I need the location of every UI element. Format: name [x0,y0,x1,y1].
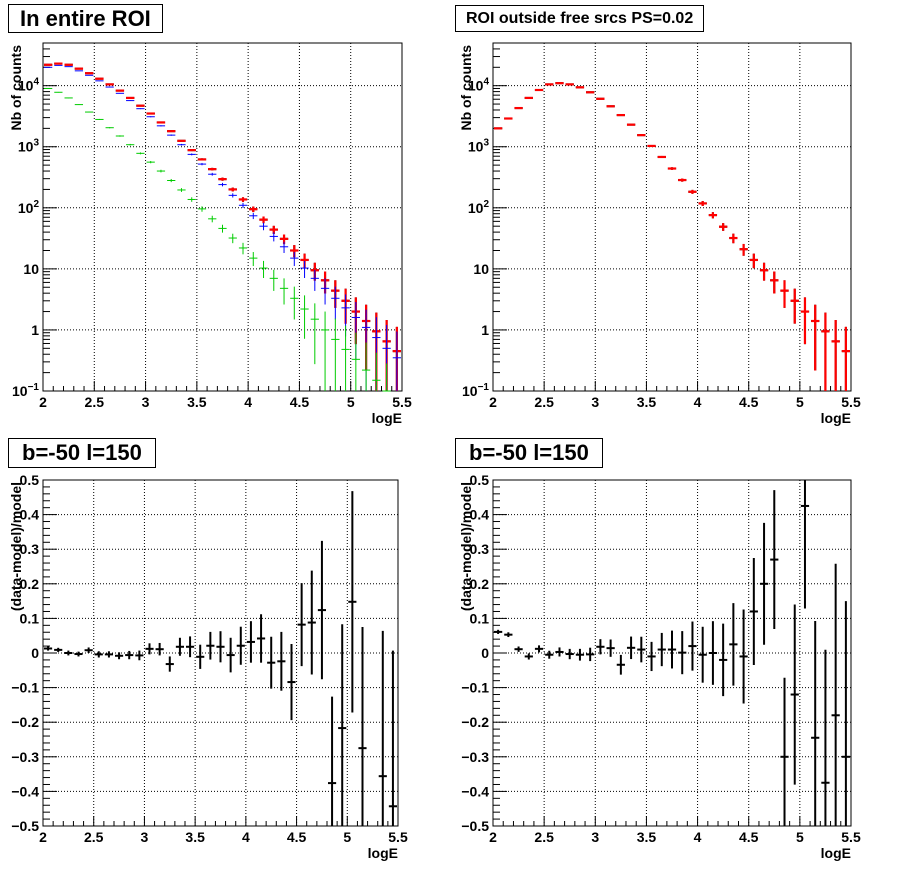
y-tick-label: −0.4 [461,783,489,799]
x-tick-label: 3 [142,394,150,410]
y-tick-label: −0.1 [11,680,39,696]
x-tick-label: 3.5 [185,829,205,845]
y-tick-label: 10−1 [12,382,39,399]
y-tick-label: 0.3 [470,541,490,557]
x-axis-label: logE [368,845,398,861]
x-tick-label: 2.5 [84,829,104,845]
y-tick-label: 10 [473,261,489,277]
y-tick-label: 0 [31,645,39,661]
y-tick-label: 102 [468,199,490,216]
series-3 [44,87,391,392]
panel-title-residual-left: b=-50 l=150 [8,438,156,468]
y-tick-label: −0.2 [461,714,489,730]
y-tick-label: 103 [468,138,490,155]
y-axis-label: (data-model)/model [458,482,474,611]
y-axis-label: Nb of counts [458,45,474,131]
panel-title-roi-outside-free-srcs: ROI outside free srcs PS=0.02 [455,5,705,32]
x-tick-label: 2.5 [534,394,554,410]
x-tick-label: 2 [39,829,47,845]
plot-frame [492,42,852,392]
x-tick-label: 4.5 [739,829,759,845]
x-tick-label: 3.5 [187,394,207,410]
panel-title-residual-right: b=-50 l=150 [455,438,603,468]
y-tick-label: 102 [18,199,40,216]
y-tick-label: −0.1 [461,680,489,696]
y-tick-label: 0.1 [20,610,40,626]
y-tick-label: 0.4 [470,507,490,523]
x-tick-label: 3 [591,394,599,410]
x-tick-label: 2.5 [534,829,554,845]
y-tick-label: −0.3 [11,749,39,765]
y-tick-label: −0.5 [461,818,489,834]
x-tick-label: 4 [694,829,702,845]
y-tick-label: −0.5 [11,818,39,834]
y-tick-label: −0.3 [461,749,489,765]
y-tick-label: 0.5 [470,472,490,488]
x-tick-label: 3 [141,829,149,845]
x-tick-label: 3.5 [637,394,657,410]
x-axis-label: logE [821,845,851,861]
y-tick-label: 0 [481,645,489,661]
series-1 [494,82,850,391]
y-tick-label: 0.2 [470,576,490,592]
y-tick-label: 0.2 [20,576,40,592]
y-tick-label: 103 [18,138,40,155]
x-tick-label: 4.5 [739,394,759,410]
x-tick-label: 4 [242,829,250,845]
x-tick-label: 5 [343,829,351,845]
y-tick-label: 104 [18,77,40,94]
y-tick-label: 10 [23,261,39,277]
y-axis-label: Nb of counts [8,45,24,131]
y-tick-label: 10−1 [462,382,489,399]
y-tick-label: 0.4 [20,507,40,523]
y-tick-label: 0.3 [20,541,40,557]
x-axis-label: logE [372,410,402,426]
residual-points [494,480,850,826]
x-tick-label: 2 [489,829,497,845]
x-tick-label: 5 [796,829,804,845]
x-tick-label: 5.5 [388,829,408,845]
x-tick-label: 2.5 [85,394,105,410]
x-tick-label: 2 [489,394,497,410]
x-tick-label: 4.5 [287,829,307,845]
y-tick-label: −0.2 [11,714,39,730]
residual-points [44,491,397,826]
y-tick-label: 1 [481,322,489,338]
x-tick-label: 3.5 [637,829,657,845]
x-tick-label: 4.5 [290,394,310,410]
y-tick-label: 1 [31,322,39,338]
x-tick-label: 4 [694,394,702,410]
y-tick-label: 104 [468,77,490,94]
series-0 [494,82,850,391]
x-axis-label: logE [821,410,851,426]
x-tick-label: 5 [347,394,355,410]
y-axis-label: (data-model)/model [8,482,24,611]
x-tick-label: 2 [39,394,47,410]
plot-frame [42,42,403,392]
x-tick-label: 5.5 [841,829,861,845]
y-tick-label: 0.5 [20,472,40,488]
panel-title-in-entire-roi: In entire ROI [8,4,163,33]
x-tick-label: 5.5 [392,394,412,410]
x-tick-label: 5.5 [841,394,861,410]
y-tick-label: −0.4 [11,783,39,799]
x-tick-label: 3 [591,829,599,845]
x-tick-label: 5 [796,394,804,410]
y-tick-label: 0.1 [470,610,490,626]
x-tick-label: 4 [244,394,252,410]
